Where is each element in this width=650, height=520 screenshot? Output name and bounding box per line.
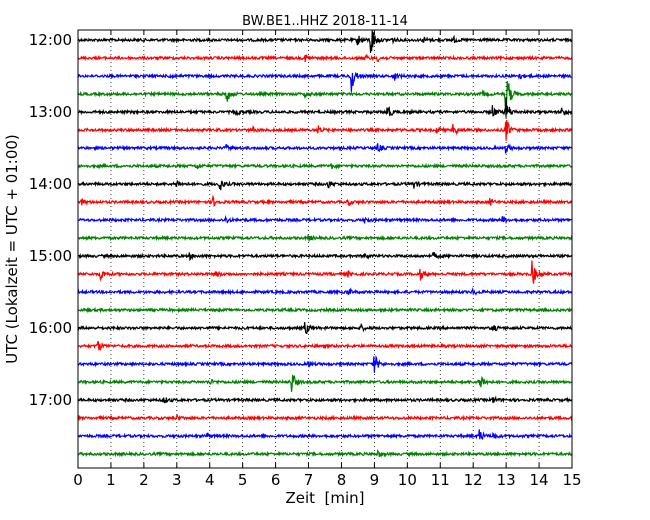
plot-frame xyxy=(77,29,573,469)
trace-line xyxy=(77,395,573,404)
trace-line xyxy=(77,80,573,119)
x-tick-label: 0 xyxy=(73,471,83,489)
y-tick-label: 14:00 xyxy=(29,175,72,193)
trace-line xyxy=(77,322,573,334)
trace-line xyxy=(77,71,573,92)
trace-line xyxy=(77,414,573,422)
x-axis-label: Zeit [min] xyxy=(285,489,364,507)
vertical-grid xyxy=(110,30,540,468)
trace-line xyxy=(77,448,573,459)
x-tick-label: 1 xyxy=(106,471,116,489)
trace-line xyxy=(77,97,573,117)
x-tick-label: 9 xyxy=(370,471,380,489)
x-axis: 0 1 2 3 4 5 6 7 8 9 10 11 12 13 14 15 xyxy=(73,30,582,489)
x-tick-label: 4 xyxy=(205,471,215,489)
trace-line xyxy=(77,252,573,262)
y-axis-label: UTC (Lokalzeit = UTC + 01:00) xyxy=(3,134,21,364)
x-tick-label: 14 xyxy=(530,471,549,489)
trace-line xyxy=(77,119,573,141)
trace-line xyxy=(77,30,573,53)
x-tick-label: 8 xyxy=(337,471,347,489)
x-tick-label: 3 xyxy=(172,471,182,489)
x-tick-label: 10 xyxy=(398,471,417,489)
trace-line xyxy=(77,260,573,284)
y-axis: 12:00 13:00 14:00 15:00 16:00 17:00 xyxy=(29,31,572,409)
trace-line xyxy=(77,179,573,191)
trace-line xyxy=(77,53,573,63)
trace-line xyxy=(77,340,573,352)
trace-line xyxy=(77,355,573,373)
x-tick-label: 11 xyxy=(431,471,450,489)
trace-line xyxy=(77,287,573,296)
trace-line xyxy=(77,374,573,392)
trace-line xyxy=(77,234,573,242)
x-tick-label: 13 xyxy=(497,471,516,489)
x-tick-label: 6 xyxy=(271,471,281,489)
x-tick-label: 7 xyxy=(304,471,314,489)
x-tick-label: 15 xyxy=(562,471,581,489)
trace-line xyxy=(77,306,573,314)
y-tick-label: 13:00 xyxy=(29,103,72,121)
x-tick-label: 5 xyxy=(238,471,248,489)
chart-title: BW.BE1..HHZ 2018-11-14 xyxy=(242,14,408,29)
x-tick-label: 12 xyxy=(464,471,483,489)
y-tick-label: 16:00 xyxy=(29,319,72,337)
trace-line xyxy=(77,214,573,225)
trace-line xyxy=(77,194,573,207)
trace-line xyxy=(77,162,573,170)
trace-line xyxy=(77,429,573,440)
y-tick-label: 12:00 xyxy=(29,31,72,49)
y-tick-label: 17:00 xyxy=(29,391,72,409)
trace-lines xyxy=(77,30,573,459)
y-tick-label: 15:00 xyxy=(29,247,72,265)
trace-line xyxy=(77,143,573,154)
x-tick-label: 2 xyxy=(139,471,149,489)
